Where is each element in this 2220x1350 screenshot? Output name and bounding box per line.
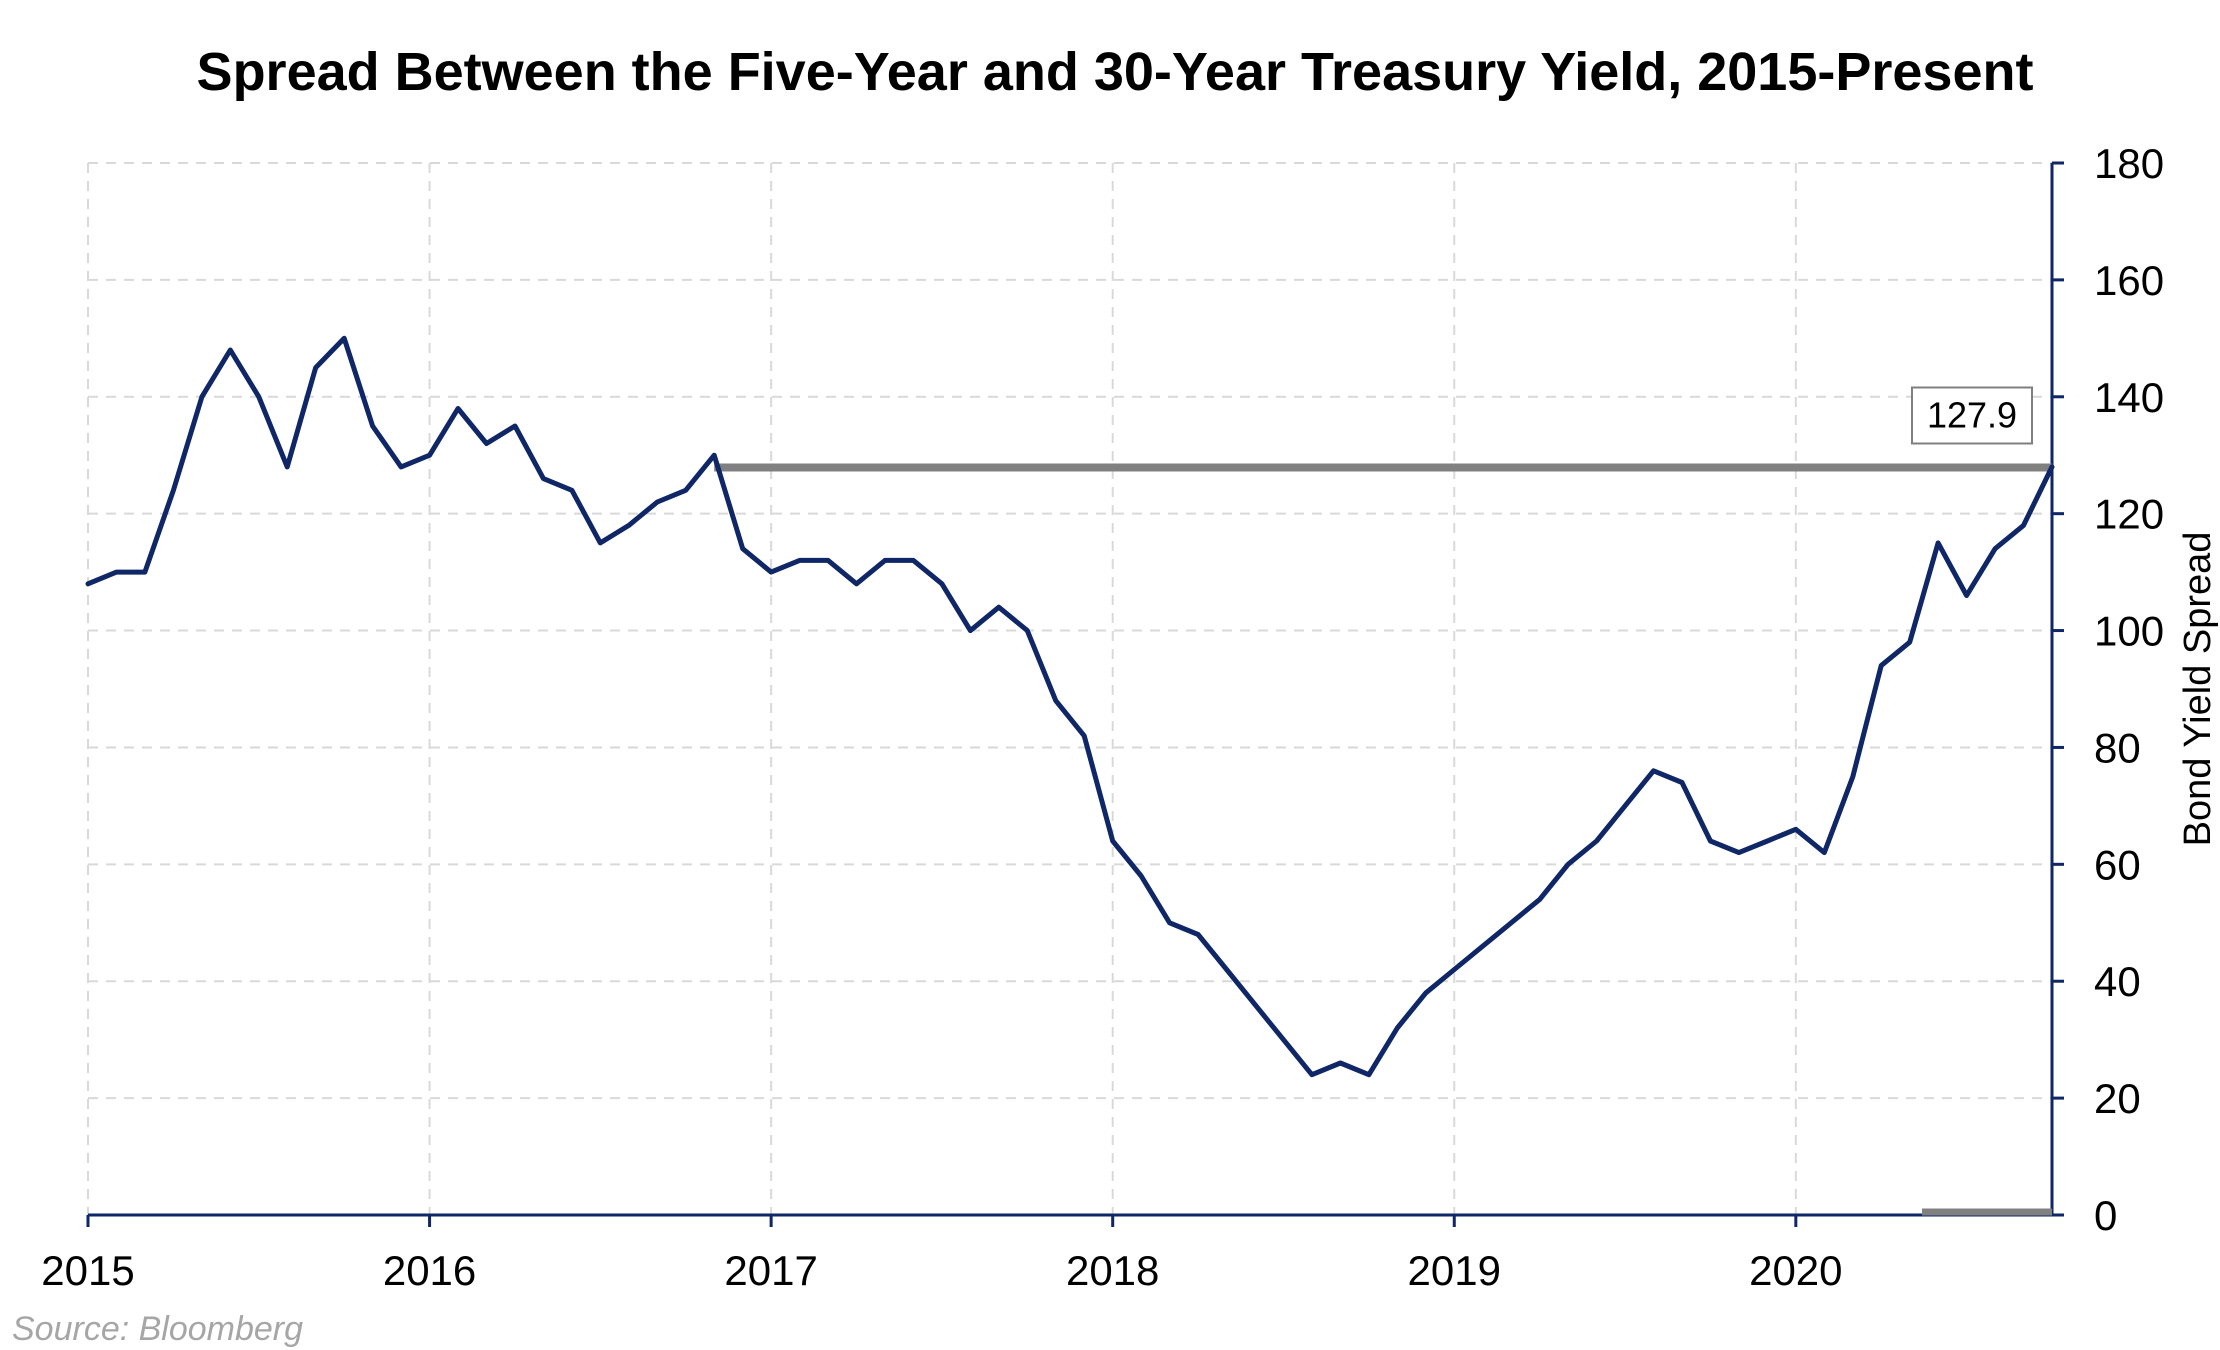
source-note: Source: Bloomberg bbox=[12, 1310, 303, 1348]
y-tick-label: 80 bbox=[2094, 724, 2141, 771]
callout-label: 127.9 bbox=[1927, 394, 2017, 435]
y-tick-label: 40 bbox=[2094, 958, 2141, 1005]
x-tick-label: 2018 bbox=[1066, 1247, 1159, 1294]
x-tick-label: 2017 bbox=[724, 1247, 817, 1294]
y-axis-title: Bond Yield Spread bbox=[2177, 532, 2219, 847]
x-tick-label: 2020 bbox=[1749, 1247, 1842, 1294]
y-tick-label: 0 bbox=[2094, 1192, 2117, 1239]
x-tick-label: 2015 bbox=[41, 1247, 134, 1294]
y-tick-label: 160 bbox=[2094, 257, 2164, 304]
y-tick-label: 120 bbox=[2094, 491, 2164, 538]
reference-value-callout: 127.9 bbox=[1911, 386, 2033, 445]
y-tick-label: 180 bbox=[2094, 140, 2164, 187]
y-axis-ticks: 0 20 40 60 80 100 120 140 160 180 bbox=[2052, 140, 2164, 1239]
y-tick-label: 60 bbox=[2094, 841, 2141, 888]
callout-box bbox=[1911, 386, 2033, 445]
x-tick-label: 2019 bbox=[1408, 1247, 1501, 1294]
y-tick-label: 100 bbox=[2094, 608, 2164, 655]
chart-title: Spread Between the Five-Year and 30-Year… bbox=[196, 42, 2034, 102]
y-tick-label: 140 bbox=[2094, 374, 2164, 421]
series-line bbox=[85, 335, 2055, 1078]
x-axis-ticks: 2015 2016 2017 2018 2019 2020 bbox=[41, 1215, 1843, 1294]
y-tick-label: 20 bbox=[2094, 1075, 2141, 1122]
x-tick-label: 2016 bbox=[383, 1247, 476, 1294]
gridlines bbox=[87, 162, 2052, 1215]
